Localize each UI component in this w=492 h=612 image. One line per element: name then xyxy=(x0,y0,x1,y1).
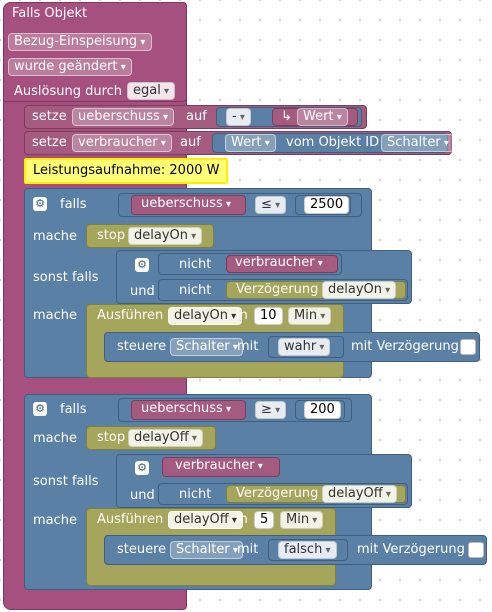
elseif-label-1: sonst falls xyxy=(33,270,99,285)
do-label-1: mache xyxy=(33,229,78,244)
number-field-1[interactable]: 2500 xyxy=(304,196,350,214)
exec-label-2: Ausführen xyxy=(97,512,164,527)
delay-target-dropdown-2[interactable]: delayOff xyxy=(322,485,397,503)
with-label-1: mit xyxy=(237,339,259,354)
delay-label-1: Verzögerung xyxy=(236,282,319,297)
duration-field-2[interactable]: 5 xyxy=(254,511,275,529)
do2-label-2: mache xyxy=(33,513,78,528)
object-id-field[interactable]: Schalter xyxy=(381,134,454,152)
control-target-field-1[interactable]: Schalter xyxy=(170,338,243,356)
control-value-dropdown-1[interactable]: wahr xyxy=(278,338,331,356)
set-keyword: setze xyxy=(32,109,67,124)
with-delay-checkbox-2[interactable] xyxy=(468,542,484,558)
to-label-2: auf xyxy=(180,135,201,150)
set-keyword-2: setze xyxy=(32,135,67,150)
stop-target-dropdown-1[interactable]: delayOn xyxy=(128,227,203,245)
with-label-2: mit xyxy=(237,542,259,557)
to-label: auf xyxy=(186,109,207,124)
in-label-2: in xyxy=(236,512,248,527)
trigger-label: Auslösung durch xyxy=(14,84,123,99)
not-label-3: nicht xyxy=(179,487,212,502)
gear-icon[interactable]: ⚙ xyxy=(33,197,47,211)
event-title: Falls Objekt xyxy=(12,6,88,21)
control-label-1: steuere xyxy=(117,339,167,354)
attr-dropdown[interactable]: Wert xyxy=(225,134,276,152)
delay-target-dropdown-1[interactable]: delayOn xyxy=(322,281,397,299)
of-object-label: vom Objekt ID xyxy=(286,135,380,150)
unit-dropdown-1[interactable]: Min xyxy=(288,307,332,325)
verbraucher-var-dropdown[interactable]: verbraucher xyxy=(72,134,172,152)
with-delay-label-2: mit Verzögerung xyxy=(357,542,465,557)
do-label-2: mache xyxy=(33,431,78,446)
in-label-1: in xyxy=(236,308,248,323)
with-delay-label-1: mit Verzögerung xyxy=(351,339,459,354)
object-name-dropdown[interactable]: Bezug-Einspeisung xyxy=(8,33,153,51)
operator-dropdown[interactable]: - xyxy=(226,108,251,126)
verbraucher-dropdown-2[interactable]: verbraucher xyxy=(170,458,268,476)
exec-name-field-2[interactable]: delayOff xyxy=(168,511,243,529)
and-label-1: und xyxy=(130,284,155,299)
value-dropdown[interactable]: Wert xyxy=(297,108,348,126)
exec-label-1: Ausführen xyxy=(97,308,164,323)
duration-field-1[interactable]: 10 xyxy=(254,307,283,325)
number-field-2[interactable]: 200 xyxy=(304,401,341,419)
gear-icon-3[interactable]: ⚙ xyxy=(33,402,47,416)
control-label-2: steuere xyxy=(117,542,167,557)
unit-dropdown-2[interactable]: Min xyxy=(280,511,324,529)
trigger-value-dropdown[interactable]: egal xyxy=(127,82,176,100)
stop-label-1: stop xyxy=(97,228,126,243)
ueberschuss-var-dropdown[interactable]: ueberschuss xyxy=(72,108,174,126)
verbraucher-dropdown-1[interactable]: verbraucher xyxy=(230,255,328,273)
stop-target-dropdown-2[interactable]: delayOff xyxy=(128,429,203,447)
compare-operator-2[interactable]: ≥ xyxy=(255,401,287,419)
if-label: falls xyxy=(60,197,87,212)
exec-name-field-1[interactable]: delayOn xyxy=(168,307,243,325)
ueberschuss-dropdown-2[interactable]: ueberschuss xyxy=(136,401,236,419)
compare-operator-1[interactable]: ≤ xyxy=(255,196,287,214)
control-value-dropdown-2[interactable]: falsch xyxy=(278,541,337,559)
not-label-1: nicht xyxy=(179,257,212,272)
and-label-2: und xyxy=(130,488,155,503)
comment-block[interactable] xyxy=(24,158,228,184)
condition-dropdown[interactable]: wurde geändert xyxy=(8,58,132,76)
arrow-return-icon: ↳ xyxy=(281,109,292,124)
elseif-label-2: sonst falls xyxy=(33,474,99,489)
stop-label-2: stop xyxy=(97,430,126,445)
do2-label-1: mache xyxy=(33,308,78,323)
comment-text: Leistungsaufnahme: 2000 W xyxy=(33,163,220,178)
delay-label-2: Verzögerung xyxy=(236,486,319,501)
gear-icon-4[interactable]: ⚙ xyxy=(135,461,149,475)
with-delay-checkbox-1[interactable] xyxy=(460,339,476,355)
control-target-field-2[interactable]: Schalter xyxy=(170,541,243,559)
not-label-2: nicht xyxy=(179,283,212,298)
if-label-2: falls xyxy=(60,402,87,417)
ueberschuss-dropdown-1[interactable]: ueberschuss xyxy=(136,196,236,214)
gear-icon-2[interactable]: ⚙ xyxy=(135,258,149,272)
